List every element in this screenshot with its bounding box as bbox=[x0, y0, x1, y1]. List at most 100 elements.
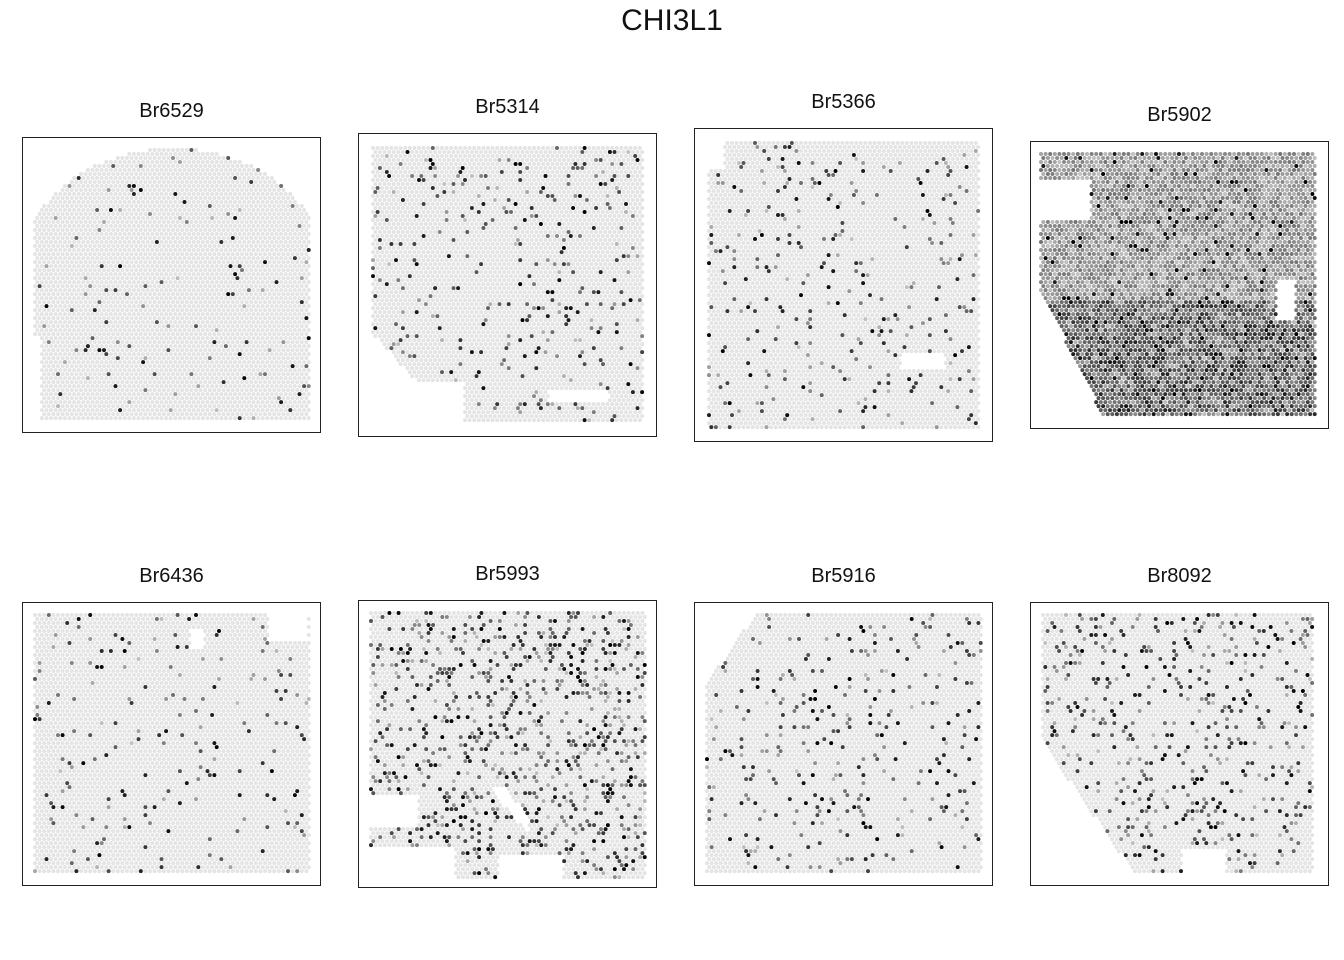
expression-spot bbox=[33, 276, 37, 281]
expression-spot bbox=[122, 192, 127, 196]
expression-spot bbox=[428, 198, 433, 202]
expression-spot bbox=[180, 172, 185, 176]
expression-spot bbox=[274, 416, 279, 421]
expression-spot bbox=[286, 260, 290, 265]
expression-spot bbox=[72, 416, 77, 421]
expression-spot bbox=[166, 196, 171, 200]
expression-spot bbox=[263, 364, 267, 369]
expression-spot bbox=[541, 162, 546, 166]
expression-spot bbox=[387, 182, 392, 186]
expression-spot bbox=[469, 158, 474, 162]
expression-spot bbox=[276, 372, 281, 377]
expression-spot bbox=[184, 348, 189, 353]
expression-spot bbox=[111, 340, 116, 345]
expression-spot bbox=[474, 150, 479, 154]
expression-spot bbox=[177, 208, 182, 212]
expression-spot bbox=[72, 344, 77, 349]
expression-spot bbox=[159, 176, 164, 180]
expression-spot bbox=[228, 352, 233, 357]
expression-spot bbox=[74, 404, 79, 409]
expression-spot bbox=[143, 156, 148, 160]
expression-spot bbox=[95, 368, 100, 373]
expression-spot bbox=[79, 204, 83, 208]
expression-spot bbox=[157, 260, 162, 265]
expression-spot bbox=[637, 194, 642, 198]
expression-spot bbox=[214, 376, 219, 381]
expression-spot bbox=[175, 196, 180, 200]
expression-spot bbox=[141, 208, 146, 212]
expression-spot bbox=[504, 146, 509, 150]
expression-spot bbox=[244, 268, 249, 273]
expression-spot bbox=[518, 162, 523, 166]
expression-spot bbox=[88, 396, 93, 401]
expression-spot bbox=[281, 252, 286, 257]
expression-spot bbox=[131, 344, 136, 349]
expression-spot bbox=[580, 166, 585, 170]
expression-spot bbox=[104, 360, 109, 365]
expression-spot bbox=[267, 340, 272, 345]
expression-spot bbox=[235, 260, 240, 265]
expression-spot bbox=[203, 260, 208, 265]
expression-spot bbox=[161, 340, 166, 345]
expression-spot bbox=[246, 208, 251, 212]
expression-spot bbox=[486, 218, 490, 222]
expression-spot bbox=[591, 210, 596, 214]
expression-spot bbox=[373, 198, 378, 202]
expression-spot bbox=[173, 232, 178, 236]
expression-spot bbox=[81, 200, 86, 204]
expression-spot bbox=[196, 408, 201, 413]
expression-spot bbox=[203, 348, 208, 353]
expression-spot bbox=[125, 356, 129, 361]
expression-spot bbox=[51, 356, 56, 361]
expression-spot bbox=[76, 336, 81, 341]
expression-spot bbox=[88, 388, 93, 393]
expression-spot bbox=[191, 216, 196, 220]
expression-spot bbox=[44, 336, 49, 341]
expression-spot bbox=[479, 190, 484, 194]
expression-spot bbox=[235, 268, 240, 273]
expression-spot bbox=[182, 232, 187, 236]
expression-spot bbox=[85, 392, 90, 397]
expression-spot bbox=[543, 182, 548, 186]
expression-spot bbox=[403, 186, 408, 190]
expression-spot bbox=[177, 256, 182, 261]
expression-spot bbox=[42, 348, 47, 353]
expression-spot bbox=[230, 276, 235, 281]
expression-spot bbox=[520, 206, 525, 210]
expression-spot bbox=[131, 400, 136, 405]
expression-spot bbox=[198, 228, 203, 232]
expression-spot bbox=[196, 224, 201, 228]
expression-spot bbox=[62, 408, 67, 413]
expression-spot bbox=[377, 206, 382, 210]
expression-spot bbox=[182, 336, 187, 341]
expression-spot bbox=[302, 312, 307, 317]
expression-spot bbox=[226, 356, 231, 361]
expression-spot bbox=[187, 384, 192, 389]
expression-spot bbox=[58, 192, 63, 196]
expression-spot bbox=[272, 188, 277, 192]
expression-spot bbox=[219, 256, 224, 261]
expression-spot bbox=[451, 166, 456, 170]
expression-spot bbox=[423, 190, 428, 194]
expression-spot bbox=[115, 196, 120, 200]
expression-spot bbox=[210, 152, 215, 156]
expression-spot bbox=[566, 198, 571, 202]
expression-spot bbox=[198, 276, 203, 281]
expression-spot bbox=[640, 214, 645, 218]
expression-spot bbox=[433, 206, 438, 210]
expression-spot bbox=[138, 228, 143, 232]
expression-spot bbox=[304, 340, 309, 345]
expression-spot bbox=[398, 186, 403, 190]
expression-spot bbox=[463, 202, 467, 206]
expression-spot bbox=[177, 384, 182, 389]
expression-spot bbox=[499, 226, 504, 230]
expression-spot bbox=[292, 280, 297, 285]
expression-spot bbox=[550, 146, 555, 150]
expression-spot bbox=[53, 304, 58, 309]
expression-spot bbox=[251, 328, 256, 333]
expression-spot bbox=[53, 376, 58, 381]
expression-spot bbox=[525, 198, 530, 202]
expression-spot bbox=[131, 368, 136, 373]
expression-spot bbox=[49, 392, 54, 397]
expression-spot bbox=[157, 228, 162, 232]
